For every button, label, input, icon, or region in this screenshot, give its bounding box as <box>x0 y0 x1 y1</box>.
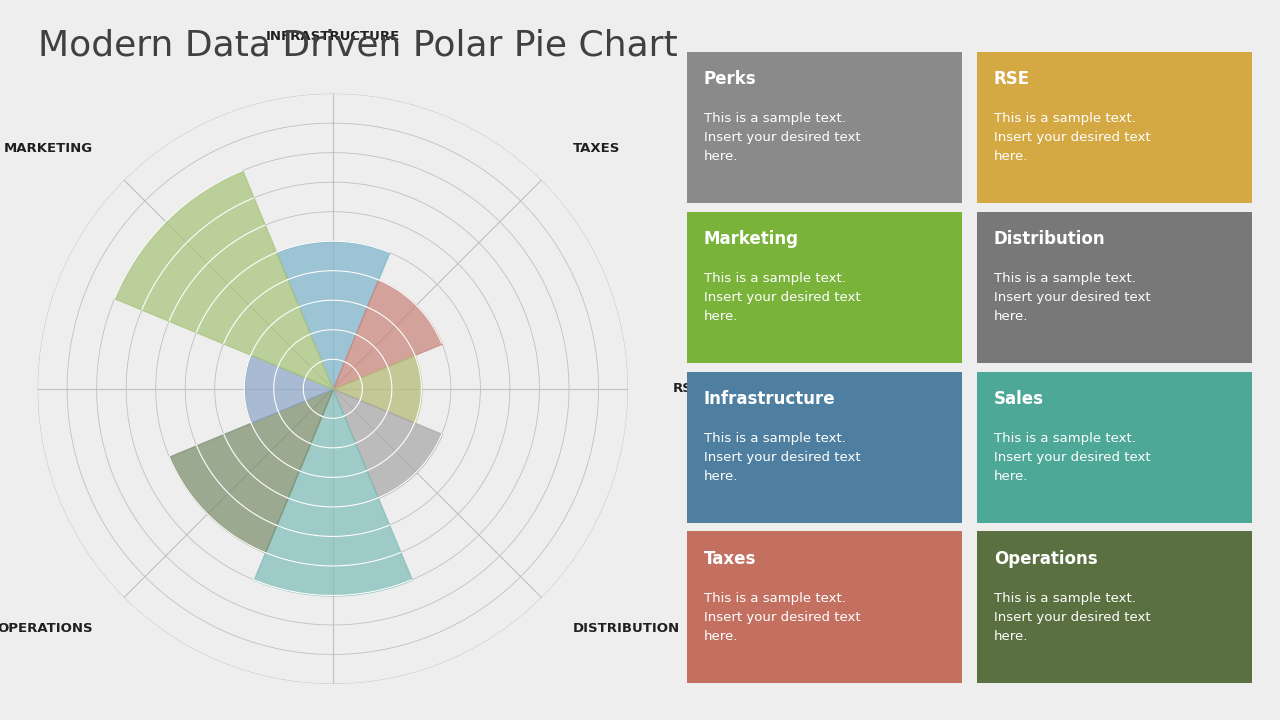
Text: Taxes: Taxes <box>704 549 756 567</box>
Text: Infrastructure: Infrastructure <box>704 390 836 408</box>
Text: INFRASTRUCTURE: INFRASTRUCTURE <box>266 30 399 43</box>
Text: TAXES: TAXES <box>573 143 621 156</box>
Text: Sales: Sales <box>993 390 1043 408</box>
Text: RSE: RSE <box>672 382 701 395</box>
Text: This is a sample text.
Insert your desired text
here.: This is a sample text. Insert your desir… <box>704 272 860 323</box>
Text: Perks: Perks <box>704 70 756 88</box>
Text: This is a sample text.
Insert your desired text
here.: This is a sample text. Insert your desir… <box>704 112 860 163</box>
Text: This is a sample text.
Insert your desired text
here.: This is a sample text. Insert your desir… <box>993 432 1151 483</box>
Text: Distribution: Distribution <box>993 230 1106 248</box>
Text: MARKETING: MARKETING <box>4 143 92 156</box>
Text: This is a sample text.
Insert your desired text
here.: This is a sample text. Insert your desir… <box>704 592 860 643</box>
Text: This is a sample text.
Insert your desired text
here.: This is a sample text. Insert your desir… <box>704 432 860 483</box>
Text: OPERATIONS: OPERATIONS <box>0 622 92 635</box>
Text: RSE: RSE <box>993 70 1030 88</box>
Text: Operations: Operations <box>993 549 1097 567</box>
Text: This is a sample text.
Insert your desired text
here.: This is a sample text. Insert your desir… <box>993 592 1151 643</box>
Text: Marketing: Marketing <box>704 230 799 248</box>
Text: DISTRIBUTION: DISTRIBUTION <box>573 622 680 635</box>
Text: Modern Data Driven Polar Pie Chart: Modern Data Driven Polar Pie Chart <box>38 29 678 63</box>
Text: This is a sample text.
Insert your desired text
here.: This is a sample text. Insert your desir… <box>993 112 1151 163</box>
Text: This is a sample text.
Insert your desired text
here.: This is a sample text. Insert your desir… <box>993 272 1151 323</box>
